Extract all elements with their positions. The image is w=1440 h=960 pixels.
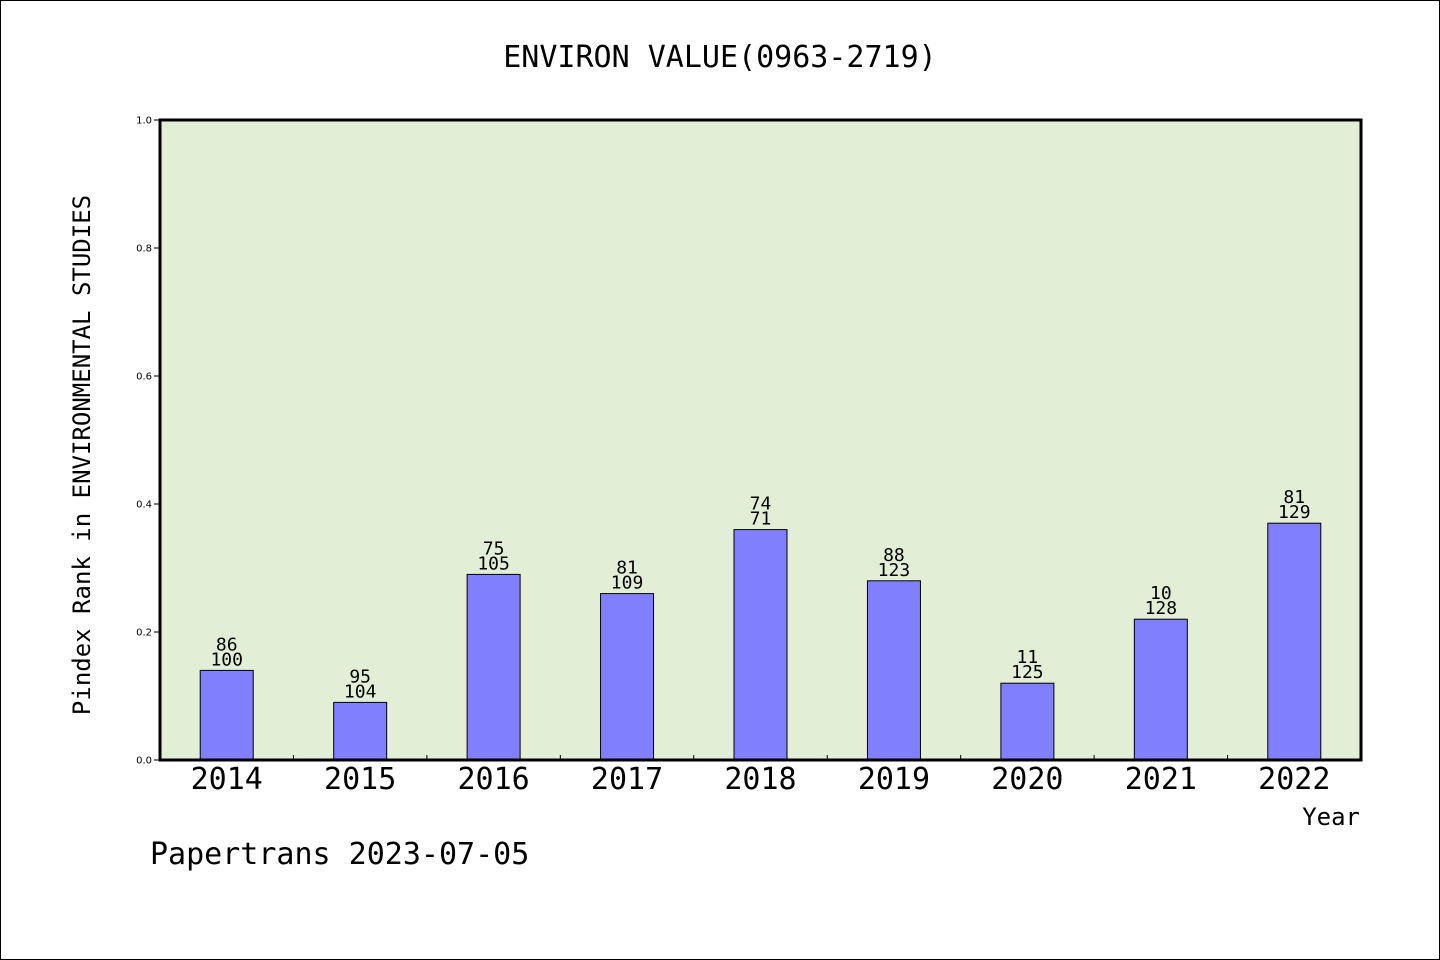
y-axis: 0.0 0.2 0.4 0.6 0.8 1.0	[136, 116, 160, 767]
x-tick-label: 2022	[1258, 762, 1330, 797]
bar	[199, 669, 254, 761]
x-tick-label: 2018	[724, 762, 796, 797]
bar-group	[199, 522, 1322, 761]
plot-border	[158, 118, 1363, 762]
y-tick-label: 0.4	[136, 500, 152, 511]
x-axis-title: Year	[1302, 803, 1360, 831]
x-tick-label: 2017	[591, 762, 663, 797]
bar	[1000, 682, 1055, 761]
bar-label-bottom: 71	[750, 509, 772, 530]
bar	[1267, 522, 1322, 761]
bar-label-top: 86	[216, 634, 238, 655]
x-tick-label: 2014	[191, 762, 263, 797]
bar-label-top: 74	[750, 494, 772, 515]
y-tick-label: 0.8	[136, 244, 152, 255]
x-tick-label: 2019	[858, 762, 930, 797]
chart-title: ENVIRON VALUE(0963-2719)	[503, 40, 936, 75]
bar-label-bottom: 104	[344, 681, 377, 702]
bar	[466, 573, 521, 761]
y-tick-label: 0.0	[136, 756, 152, 767]
bar-label-bottom: 128	[1145, 598, 1178, 619]
y-tick-label: 0.6	[136, 372, 152, 383]
bar-label-bottom: 123	[878, 560, 911, 581]
bar-label-top: 75	[483, 538, 505, 559]
bar-label-bottom: 105	[477, 553, 510, 574]
footer-text: Papertrans 2023-07-05	[150, 837, 529, 872]
y-tick-label: 0.2	[136, 628, 152, 639]
bar	[333, 701, 388, 761]
y-tick-label: 1.0	[136, 116, 152, 127]
x-tick-label: 2016	[457, 762, 529, 797]
bar-label-bottom: 100	[210, 649, 243, 670]
x-tick-label: 2015	[324, 762, 396, 797]
bar-label-top: 95	[349, 666, 371, 687]
bar-label-top: 11	[1017, 647, 1039, 668]
bar	[866, 580, 921, 761]
bar-label-top: 10	[1150, 583, 1172, 604]
bar-label-top: 81	[616, 558, 638, 579]
x-tick-label: 2021	[1125, 762, 1197, 797]
bar-label-bottom: 125	[1011, 662, 1044, 683]
bar-label-bottom: 129	[1278, 502, 1311, 523]
bar-label-bottom: 109	[611, 573, 644, 594]
bar-label-top: 81	[1283, 487, 1305, 508]
x-axis: 2014 2015 2016 2017 2018 2019 2020 2021 2022	[191, 755, 1330, 797]
y-axis-title: Pindex Rank in ENVIRONMENTAL STUDIES	[68, 195, 96, 715]
bar	[600, 593, 655, 761]
bar	[733, 529, 788, 761]
bar-label-top: 88	[883, 545, 905, 566]
x-tick-label: 2020	[991, 762, 1063, 797]
bar	[1133, 618, 1188, 761]
